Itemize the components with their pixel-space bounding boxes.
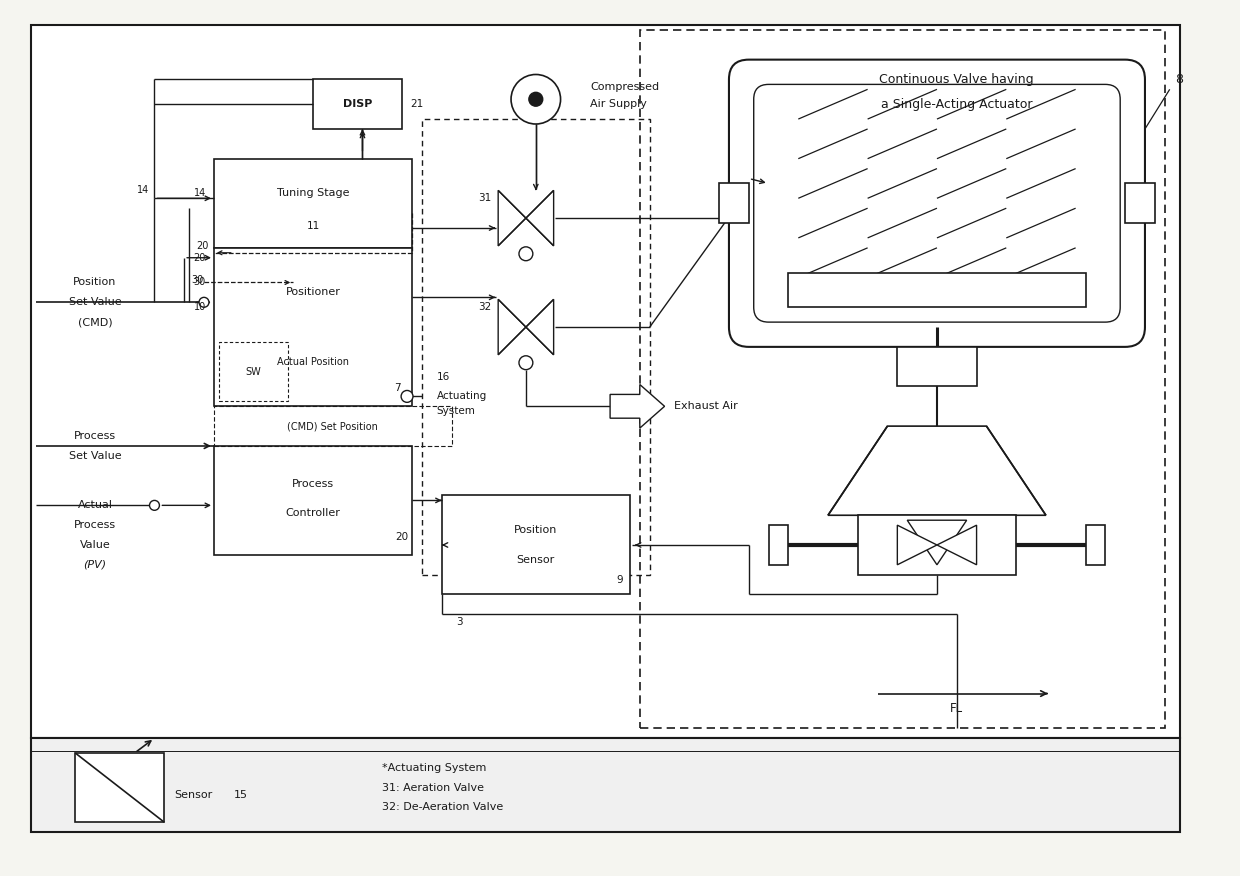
Polygon shape [937,526,977,565]
Bar [789,272,1085,307]
Text: DISP: DISP [342,99,372,110]
Text: Process: Process [291,479,334,489]
Bar [218,342,288,401]
Text: Position: Position [73,278,117,287]
Text: Continuous Valve having: Continuous Valve having [879,73,1034,86]
Text: 15: 15 [233,789,248,800]
Text: 8: 8 [1174,73,1183,86]
Polygon shape [498,300,526,355]
Circle shape [529,92,543,106]
Text: 14: 14 [138,186,150,195]
Bar [312,80,402,129]
Bar [215,248,412,406]
Circle shape [401,391,413,402]
Bar [422,119,650,575]
Text: (CMD): (CMD) [78,317,113,327]
Text: Set Value: Set Value [68,451,122,461]
Polygon shape [828,426,1045,515]
Text: Process: Process [74,520,117,530]
Text: 16: 16 [436,371,450,382]
Text: 14: 14 [193,188,206,198]
Text: 7: 7 [394,384,401,393]
Circle shape [511,74,560,124]
Text: Actual: Actual [78,500,113,511]
Bar [1125,183,1154,223]
Circle shape [520,356,533,370]
Text: 20: 20 [396,532,409,542]
Circle shape [150,500,160,511]
Bar [640,30,1164,728]
Text: *Actuating System: *Actuating System [382,763,486,773]
Text: 30: 30 [193,278,206,287]
Text: 32: 32 [477,302,491,312]
Text: Actuating: Actuating [436,392,487,401]
Text: System: System [436,406,476,416]
Polygon shape [898,526,937,565]
Circle shape [520,247,533,261]
FancyBboxPatch shape [754,84,1120,322]
Text: 21: 21 [410,99,423,110]
Bar [215,446,412,555]
Text: Exhaust Air: Exhaust Air [675,401,738,412]
Bar [31,738,1179,832]
Bar [215,159,412,248]
Text: Tuning Stage: Tuning Stage [277,187,350,198]
Text: (PV): (PV) [83,560,107,569]
Bar [76,753,165,823]
Circle shape [200,297,210,307]
Text: SW: SW [246,367,262,377]
Text: Compressed: Compressed [590,82,660,92]
Polygon shape [610,385,665,428]
Text: 10: 10 [193,302,206,312]
Text: 31: Aeration Valve: 31: Aeration Valve [382,782,485,793]
Text: Controller: Controller [285,508,341,519]
Bar [31,25,1179,738]
Text: a Single-Acting Actuator: a Single-Acting Actuator [880,98,1033,110]
Bar [441,496,630,595]
Text: Set Value: Set Value [68,297,122,307]
Polygon shape [526,190,553,246]
Text: Positioner: Positioner [285,287,341,297]
Bar [215,406,451,446]
Text: 20: 20 [193,253,206,263]
Text: 32: De-Aeration Valve: 32: De-Aeration Valve [382,802,503,812]
Text: Position: Position [515,525,558,535]
Text: 3: 3 [456,618,464,627]
Text: Value: Value [79,540,110,550]
Text: FL: FL [950,702,963,715]
Polygon shape [908,520,967,565]
Text: Sensor: Sensor [175,789,212,800]
Text: Air Supply: Air Supply [590,99,647,110]
Text: 11: 11 [306,221,320,230]
Bar [858,515,1017,575]
Text: Sensor: Sensor [517,555,556,565]
Text: 31: 31 [477,194,491,203]
Bar [898,347,977,386]
Text: Process: Process [74,431,117,441]
Polygon shape [498,190,526,246]
Bar [719,183,749,223]
Text: 9: 9 [616,575,624,584]
Text: Actual Position: Actual Position [277,357,348,367]
Bar [1085,526,1105,565]
Bar [769,526,789,565]
Polygon shape [526,300,553,355]
FancyBboxPatch shape [729,60,1145,347]
Text: 30: 30 [192,274,205,285]
Text: (CMD) Set Position: (CMD) Set Position [288,421,378,431]
Text: 20: 20 [197,241,210,251]
